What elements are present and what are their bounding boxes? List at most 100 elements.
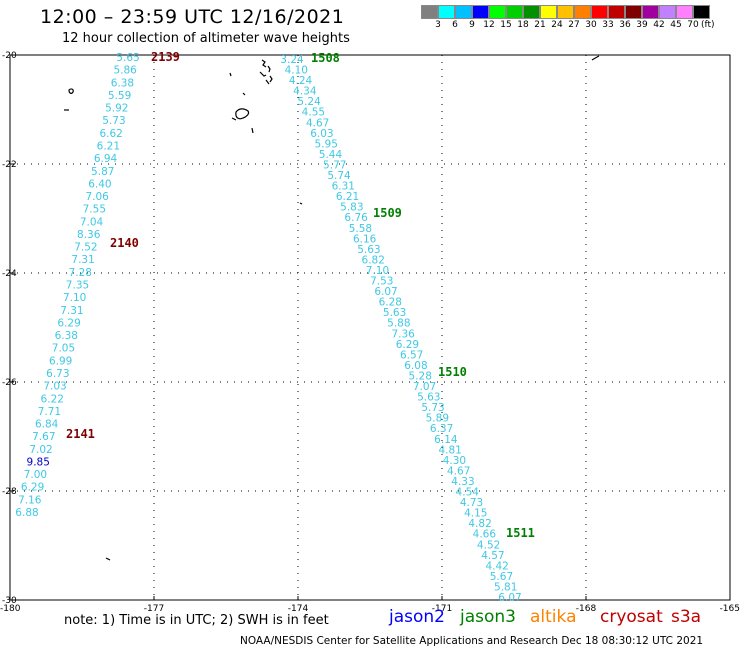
wave-height-value: 6.99	[49, 355, 72, 367]
time-labels: 2139 2140 2141 1508 1509 1510 1511	[66, 50, 535, 540]
satellite-label: cryosat	[600, 607, 663, 627]
island-tonga-4	[265, 79, 270, 85]
legend-label: 30	[585, 20, 597, 30]
legend-swatch	[557, 5, 574, 19]
lon-tick-label: -177	[144, 604, 164, 614]
wave-height-value: 5.65	[116, 52, 139, 64]
island-fiji-1	[68, 88, 74, 94]
legend-swatch	[472, 5, 489, 19]
island-fiji-3	[229, 72, 232, 77]
legend-label: 33	[602, 20, 614, 30]
plot-frame	[9, 54, 731, 601]
lat-tick-label: -24	[2, 269, 17, 279]
wave-height-value: 4.67	[447, 465, 470, 477]
island-tonga-8	[251, 127, 254, 134]
wave-height-value: 5.92	[105, 103, 128, 115]
color-legend: 3 6 9 12 15 18 21 24 27 30 33 36 39 42 45 70 (ft)	[421, 5, 740, 31]
wave-height-value: 5.89	[426, 413, 449, 425]
legend-label: 21	[534, 20, 546, 30]
island-mid	[299, 202, 303, 205]
wave-height-value: 7.67	[32, 431, 55, 443]
legend-label: 3	[435, 20, 441, 30]
wave-height-value: 4.82	[468, 518, 491, 530]
legend-swatch	[676, 5, 693, 19]
lat-tick-label: -26	[2, 378, 17, 388]
legend-swatch	[659, 5, 676, 19]
wave-height-value: 7.52	[74, 242, 97, 254]
wave-height-value: 6.21	[97, 140, 120, 152]
wave-height-value: 5.44	[319, 149, 343, 161]
legend-unit: (ft)	[701, 20, 715, 30]
wave-height-value: 7.07	[413, 381, 436, 393]
wave-height-value: 6.38	[55, 330, 78, 342]
pass-time-label: 2139	[151, 50, 180, 64]
island-tonga-1	[261, 59, 267, 68]
wave-height-value: 5.74	[327, 170, 351, 182]
wave-height-value: 6.62	[99, 128, 122, 140]
island-tonga-3	[259, 71, 267, 77]
wave-height-value: 6.21	[336, 191, 359, 203]
legend-swatch	[642, 5, 659, 19]
wave-height-value: 4.73	[460, 497, 483, 509]
wave-height-value: 7.55	[83, 204, 106, 216]
island-east	[591, 55, 600, 61]
legend-swatch	[438, 5, 455, 19]
grid-lines	[10, 55, 730, 600]
wave-height-value: 7.02	[29, 444, 52, 456]
legend-label: 27	[568, 20, 580, 30]
wave-height-value: 5.86	[113, 65, 137, 77]
wave-height-value: 6.82	[362, 254, 385, 266]
wave-height-value: 5.58	[349, 223, 372, 235]
legend-label: 70	[687, 20, 699, 30]
wave-height-value: 5.88	[387, 318, 410, 330]
wave-height-value: 5.87	[91, 166, 114, 178]
wave-height-value: 5.83	[340, 202, 363, 214]
footer-note: note: 1) Time is in UTC; 2) SWH is in fe…	[64, 613, 329, 628]
wave-height-value: 6.22	[41, 393, 64, 405]
wave-height-value: 6.31	[332, 181, 355, 193]
wave-height-value: 6.29	[396, 339, 419, 351]
wave-height-value: 5.81	[494, 581, 517, 593]
wave-height-value: 5.95	[315, 138, 338, 150]
wave-height-value: 5.28	[409, 370, 432, 382]
wave-height-value: 6.94	[94, 153, 118, 165]
legend-label: 18	[517, 20, 529, 30]
legend-swatch	[523, 5, 540, 19]
map-title: 12:00 – 23:59 UTC 12/16/2021	[40, 6, 345, 28]
island-tonga-6	[235, 108, 250, 120]
lon-tick-label: -165	[720, 604, 740, 614]
wave-height-value: 4.24	[289, 75, 313, 87]
satellite-label: altika	[530, 607, 577, 627]
legend-swatch	[693, 5, 710, 19]
wave-height-value: 5.77	[323, 159, 346, 171]
lon-tick-label: -168	[576, 604, 597, 614]
satellite-label: s3a	[671, 607, 702, 627]
wave-height-value: 5.63	[383, 307, 406, 319]
wave-height-value: 8.36	[77, 229, 101, 241]
wave-height-value: 7.10	[366, 265, 389, 277]
wave-height-value: 5.24	[297, 96, 321, 108]
credit-line: NOAA/NESDIS Center for Satellite Applica…	[240, 635, 704, 647]
wave-height-value: 4.52	[477, 539, 500, 551]
wave-height-value: 6.07	[498, 592, 521, 604]
wave-height-value: 5.73	[102, 115, 125, 127]
legend-label: 12	[483, 20, 495, 30]
wave-height-value: 7.03	[43, 381, 66, 393]
island-tonga-9	[242, 92, 246, 96]
legend-labels: 3 6 9 12 15 18 21 24 27 30 33 36 39 42 45 70 (ft)	[421, 19, 740, 31]
wave-height-value: 6.08	[404, 360, 427, 372]
wave-height-value: 4.57	[481, 550, 504, 562]
wave-height-value: 4.81	[438, 444, 461, 456]
wave-height-value: 6.88	[15, 507, 38, 519]
wave-height-value: 4.42	[485, 560, 508, 572]
lon-tick-label: -180	[0, 604, 21, 614]
legend-swatch	[540, 5, 557, 19]
wave-height-value: 7.35	[66, 280, 89, 292]
legend-swatch	[608, 5, 625, 19]
wave-height-value: 7.16	[18, 494, 42, 506]
wave-height-value: 6.40	[88, 178, 111, 190]
wave-height-value: 6.84	[35, 419, 59, 431]
legend-label: 39	[636, 20, 648, 30]
legend-label: 24	[551, 20, 563, 30]
wave-height-value: 6.76	[344, 212, 368, 224]
